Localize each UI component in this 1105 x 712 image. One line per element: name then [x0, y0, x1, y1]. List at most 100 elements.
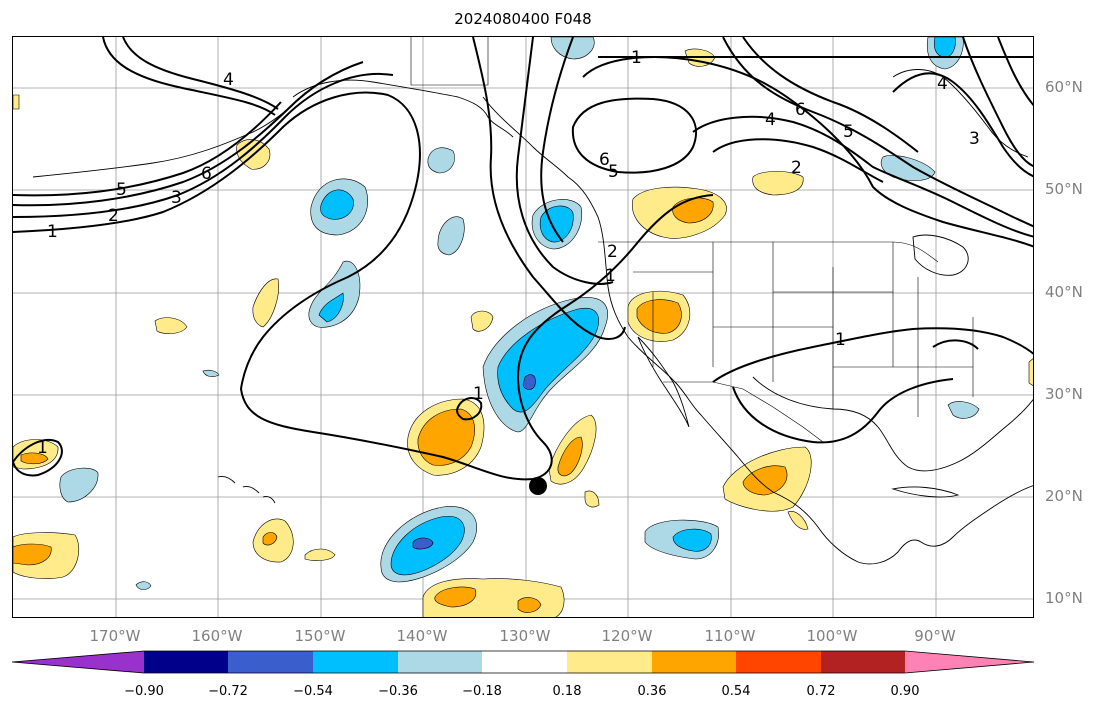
map-panel: 1 2 3 4 5 6 1 2 3 4 5 6 1 2 4 5 6 1 1 1: [12, 36, 1034, 618]
us-canada-border: [598, 241, 939, 263]
anomaly-pos: [13, 543, 52, 566]
anomaly-pos: [1028, 358, 1033, 387]
anomaly-pos: [517, 597, 542, 613]
contour-line: [456, 397, 483, 421]
lat-label: 10°N: [1045, 589, 1083, 607]
anomaly-neg: [412, 537, 434, 550]
anomaly-pos: [13, 94, 20, 110]
contour-label: 5: [116, 180, 127, 200]
colorbar: [12, 650, 1035, 674]
contour-line: [102, 37, 276, 116]
lon-label: 100°W: [806, 627, 858, 645]
state-lines: [633, 242, 974, 417]
colorbar-tick-label: 0.72: [806, 684, 836, 699]
contour-label: 6: [201, 164, 212, 184]
location-marker: [529, 477, 547, 495]
contour-label: 5: [608, 162, 619, 182]
contour-label: 1: [631, 48, 642, 68]
gulf-coast: [752, 376, 1033, 472]
contour-labels: 1 2 3 4 5 6 1 2 3 4 5 6 1 2 4 5 6 1 1 1: [37, 48, 980, 458]
colorbar-tick-label: −0.72: [208, 684, 248, 699]
lon-label: 170°W: [89, 627, 141, 645]
anomaly-neg: [59, 467, 99, 503]
contour-line: [13, 439, 63, 477]
aleutians: [32, 104, 294, 178]
contour-line: [13, 91, 714, 481]
hudson-coast: [892, 69, 1029, 158]
colorbar-tick-label: −0.18: [462, 684, 502, 699]
colorbar-segment: [398, 651, 482, 673]
anomaly-pos: [470, 310, 494, 332]
colorbar-tick-label: 0.54: [721, 684, 751, 699]
colorbar-segment: [567, 651, 652, 673]
contour-label: 2: [791, 158, 802, 178]
contour-label: 1: [605, 266, 616, 286]
anomaly-pos: [557, 436, 583, 477]
alaska-canada-border: [410, 37, 489, 86]
colorbar-tick-label: 0.18: [552, 684, 582, 699]
lon-label: 150°W: [294, 627, 346, 645]
contour-line: [13, 73, 394, 218]
anomaly-pos: [304, 548, 336, 561]
colorbar-tick-label: −0.36: [378, 684, 418, 699]
lon-label: 90°W: [914, 627, 956, 645]
anomaly-pos: [787, 511, 809, 530]
lat-label: 30°N: [1045, 385, 1083, 403]
lat-label: 20°N: [1045, 487, 1083, 505]
contour-line: [892, 72, 1033, 178]
anomaly-pos: [636, 299, 682, 334]
anomaly-pos: [417, 408, 475, 466]
anomaly-neg: [135, 581, 152, 590]
anomaly-pos: [20, 452, 49, 465]
lon-label: 110°W: [704, 627, 756, 645]
contour-label: 4: [765, 110, 776, 130]
contour-label: 1: [473, 384, 484, 404]
lon-label: 130°W: [499, 627, 551, 645]
lat-label: 60°N: [1045, 78, 1083, 96]
contour-label: 1: [835, 330, 846, 350]
contour-lines: [13, 37, 1033, 481]
contour-label: 1: [37, 438, 48, 458]
cuba: [891, 486, 960, 498]
lon-label: 140°W: [396, 627, 448, 645]
anomaly-pos: [752, 171, 804, 196]
colorbar-segment: [144, 651, 228, 673]
contour-line: [712, 327, 1033, 383]
borders: [410, 37, 974, 443]
contour-line: [515, 37, 614, 285]
contour-label: 1: [47, 222, 58, 242]
map-title: 2024080400 F048: [454, 10, 592, 28]
contour-line: [742, 37, 919, 153]
map-canvas: 1 2 3 4 5 6 1 2 3 4 5 6 1 2 4 5 6 1 1 1: [13, 37, 1033, 617]
anomaly-pos: [584, 490, 600, 508]
us-mexico-border: [663, 381, 824, 443]
contour-label: 3: [171, 188, 182, 208]
anomaly-neg: [550, 37, 595, 60]
contour-line: [722, 37, 1033, 228]
contour-line: [732, 378, 954, 444]
anomaly-neg: [497, 307, 599, 413]
colorbar-arrow-right: [905, 651, 1034, 673]
anomaly-neg: [320, 189, 354, 220]
colorbar-segment: [313, 651, 398, 673]
anomaly-neg: [947, 401, 980, 419]
anomaly-neg: [202, 369, 220, 377]
north-america-coast: [482, 96, 1033, 565]
great-lakes: [912, 234, 969, 276]
colorbar-segment: [228, 651, 313, 673]
colorbar-segment: [736, 651, 821, 673]
lon-label: 120°W: [601, 627, 653, 645]
contour-label: 2: [108, 206, 119, 226]
contour-line: [692, 115, 1033, 238]
contour-line: [472, 37, 626, 340]
contour-line: [571, 97, 698, 174]
contour-line: [932, 339, 979, 350]
anomaly-pos: [434, 586, 477, 608]
contour-line: [122, 37, 279, 110]
anomaly-pos: [262, 532, 278, 546]
anomaly-neg: [880, 155, 936, 181]
hawaii: [217, 476, 276, 504]
anomaly-neg: [672, 528, 712, 552]
colorbar-tick-label: −0.90: [124, 684, 164, 699]
anomaly-pos: [252, 278, 279, 328]
